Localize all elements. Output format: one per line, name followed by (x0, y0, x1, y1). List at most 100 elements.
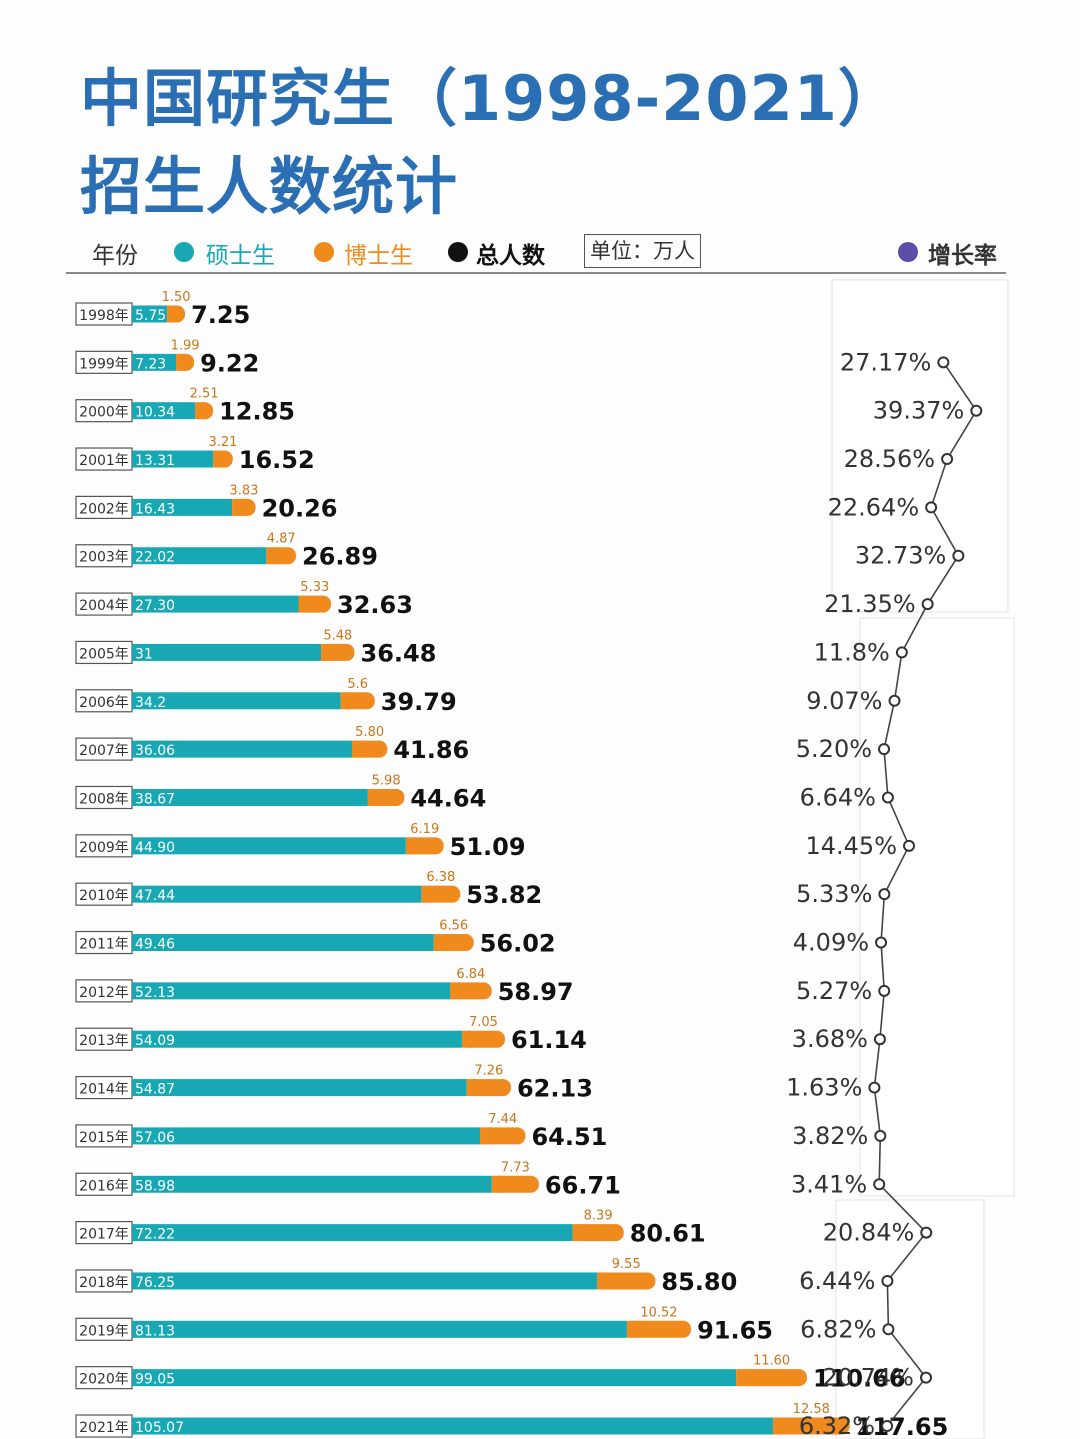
master-bar (132, 692, 341, 710)
phd-bar-joint (340, 692, 351, 710)
phd-bar-joint (405, 837, 416, 855)
master-bar (132, 353, 177, 371)
growth-value: 32.73% (855, 542, 947, 570)
phd-value: 7.44 (488, 1112, 517, 1127)
phd-value: 10.52 (640, 1305, 677, 1320)
phd-bar-joint (176, 353, 187, 371)
phd-bar-joint (367, 788, 378, 806)
master-value: 31 (135, 646, 153, 662)
phd-value: 7.05 (469, 1015, 498, 1030)
legend-divider (66, 272, 1006, 274)
total-value: 117.65 (856, 1413, 949, 1439)
phd-value: 6.19 (410, 822, 439, 837)
master-value: 105.07 (135, 1420, 184, 1436)
phd-value: 11.60 (753, 1354, 790, 1369)
phd-value: 4.87 (267, 532, 296, 547)
master-value: 5.75 (135, 308, 166, 324)
phd-bar-joint (266, 547, 277, 565)
phd-bar (480, 1127, 526, 1145)
master-bar (132, 305, 168, 323)
phd-bar (572, 1224, 624, 1242)
phd-bar-joint (491, 1175, 502, 1193)
phd-value: 5.80 (355, 725, 384, 740)
phd-bar (597, 1272, 656, 1290)
phd-bar (626, 1320, 692, 1338)
phd-bar-joint (433, 934, 444, 952)
phd-bar-joint (736, 1369, 747, 1387)
master-bar (132, 498, 233, 516)
master-bar (132, 1320, 627, 1338)
phd-value: 7.26 (474, 1064, 503, 1079)
total-value: 85.80 (661, 1268, 737, 1296)
phd-value: 5.33 (300, 580, 329, 595)
legend-phd-swatch (314, 242, 334, 262)
growth-value: 3.41% (791, 1170, 867, 1198)
growth-value: 28.56% (844, 445, 936, 473)
phd-value: 5.48 (323, 628, 352, 643)
total-value: 16.52 (239, 446, 315, 474)
year-label: 1999年 (79, 356, 129, 372)
growth-panel-3 (835, 1199, 985, 1439)
total-value: 20.26 (262, 494, 338, 522)
growth-marker (875, 936, 888, 949)
phd-bar-joint (298, 595, 309, 613)
master-bar (132, 740, 352, 758)
growth-marker (878, 888, 891, 901)
phd-bar-joint (626, 1320, 637, 1338)
year-label: 2020年 (79, 1372, 129, 1388)
title-line-2: 招生人数统计 (80, 150, 459, 223)
growth-marker (878, 743, 891, 756)
master-value: 13.31 (135, 453, 175, 469)
master-bar (132, 450, 214, 468)
phd-value: 2.51 (190, 387, 219, 402)
growth-marker (925, 501, 938, 514)
phd-value: 7.73 (501, 1160, 530, 1175)
master-bar (132, 1127, 481, 1145)
phd-bar-joint (480, 1127, 491, 1145)
year-label: 2002年 (79, 501, 129, 517)
growth-value: 6.44% (799, 1267, 875, 1295)
growth-marker (874, 1129, 887, 1142)
growth-panel-2 (859, 617, 1015, 1197)
phd-bar-joint (597, 1272, 608, 1290)
total-value: 44.64 (410, 784, 486, 812)
growth-marker (895, 646, 908, 659)
year-label: 2009年 (79, 840, 129, 856)
year-label: 2021年 (79, 1420, 129, 1436)
legend-growth: 增长率 (928, 243, 997, 269)
legend-year: 年份 (92, 243, 138, 269)
growth-value: 6.64% (800, 783, 876, 811)
phd-bar-joint (449, 982, 460, 1000)
year-label: 2008年 (79, 791, 129, 807)
master-bar (132, 788, 368, 806)
growth-value: 27.17% (840, 348, 932, 376)
growth-marker (903, 839, 916, 852)
master-value: 54.87 (135, 1082, 175, 1098)
total-value: 12.85 (219, 398, 295, 426)
growth-marker (888, 694, 901, 707)
growth-marker (970, 404, 983, 417)
master-value: 76.25 (135, 1275, 175, 1291)
master-bar (132, 1079, 467, 1097)
growth-value: 1.63% (786, 1074, 862, 1102)
total-value: 26.89 (302, 543, 378, 571)
phd-bar-joint (351, 740, 362, 758)
master-value: 52.13 (135, 985, 175, 1001)
legend-total-swatch (448, 242, 468, 262)
total-value: 51.09 (450, 833, 526, 861)
phd-bar-joint (195, 402, 206, 420)
master-value: 7.23 (135, 356, 166, 372)
year-label: 2017年 (79, 1227, 129, 1243)
phd-value: 5.6 (347, 677, 368, 692)
total-value: 64.51 (531, 1123, 607, 1151)
growth-panel-1 (831, 279, 1009, 613)
growth-marker (881, 1274, 894, 1287)
growth-value: 21.35% (824, 590, 916, 618)
master-value: 72.22 (135, 1227, 175, 1243)
growth-value: 11.8% (814, 638, 890, 666)
growth-marker (952, 549, 965, 562)
year-label: 2003年 (79, 550, 129, 566)
legend-growth-swatch (898, 242, 918, 262)
